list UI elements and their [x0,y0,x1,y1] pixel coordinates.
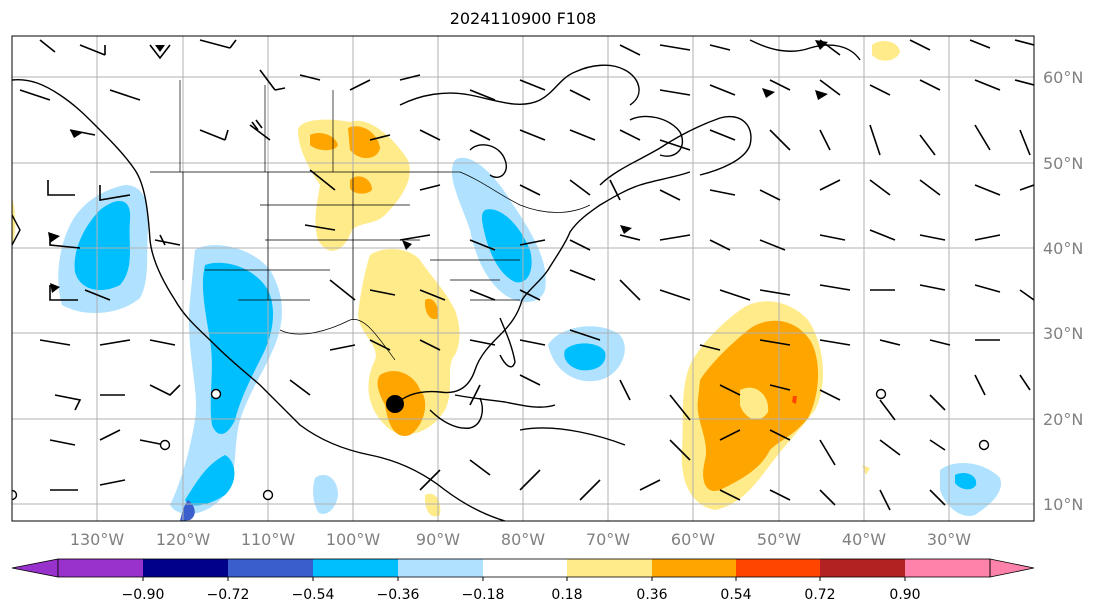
colorbar-segment [143,559,228,577]
colorbar-tick-label: 0.36 [636,587,667,603]
colorbar-tick-label: 0.54 [720,587,751,603]
colorbar-segment [567,559,652,577]
lat-tick-label: 20°N [1043,410,1083,429]
shade-orange [310,133,338,151]
lon-tick-label: 70°W [586,530,630,549]
colorbar-segment [820,559,905,577]
lon-tick-label: 120°W [156,530,211,549]
wind-barbs [19,39,1034,511]
shade-blue [564,343,606,371]
colorbar-tick-label: −0.36 [377,587,420,603]
lon-tick-label: 110°W [241,530,296,549]
shade-blue [481,209,532,283]
lon-tick-label: 40°W [842,530,886,549]
shade-yellow [424,493,441,517]
colorbar-tick-label: 0.90 [889,587,920,603]
colorbar-segment [483,559,567,577]
lat-tick-label: 10°N [1043,495,1083,514]
colorbar-segment [652,559,736,577]
lon-tick-label: 50°W [757,530,801,549]
shade-orange [350,176,372,194]
lon-tick-label: 130°W [70,530,125,549]
shade-orange [424,298,439,320]
lat-tick-label: 50°N [1043,154,1083,173]
lat-tick-label: 30°N [1043,324,1083,343]
lon-tick-label: 90°W [416,530,460,549]
shade-yellow [740,387,769,420]
shade-blue [202,262,274,435]
colorbar-segment [228,559,313,577]
colorbar-tick-label: −0.18 [462,587,505,603]
shade-yellow [12,198,16,247]
lon-tick-label: 30°W [927,530,971,549]
calm-circles [12,388,990,501]
colorbar-tick-label: −0.72 [207,587,250,603]
lat-tick-label: 60°N [1043,68,1083,87]
lon-tick-label: 60°W [671,530,715,549]
colorbar-extend-high [989,558,1035,578]
colorbar-extend-low [11,558,59,578]
colorbar-tick-label: −0.90 [122,587,165,603]
lat-tick-label: 40°N [1043,239,1083,258]
graticule [12,36,1034,521]
colorbar-segment [736,559,820,577]
shade-blue [955,473,977,490]
lon-tick-label: 100°W [326,530,381,549]
coastlines [12,39,861,521]
shade-blue [185,455,235,506]
colorbar-segment [905,559,990,577]
lat-labels: 60°N 50°N 40°N 30°N 20°N 10°N [1043,68,1083,514]
wind-flags [48,40,828,293]
colorbar-tick-label: 0.72 [804,587,835,603]
storm-center-marker [386,395,404,413]
colorbar-tick-label: −0.54 [292,587,335,603]
shade-orange [348,126,380,159]
colorbar-tick-label: 0.18 [551,587,582,603]
shade-red [792,396,797,404]
colorbar-segment [58,559,143,577]
shade-yellow [872,40,900,61]
map-title: 2024110900 F108 [449,9,597,28]
colorbar-segment [313,559,398,577]
shade-blue [74,200,131,291]
political-borders [150,80,591,361]
colorbar-segment [398,559,483,577]
shade-dark-blue [180,500,195,521]
map-frame [11,35,1035,522]
lon-labels: 130°W 120°W 110°W 100°W 90°W 80°W 70°W 6… [70,530,971,549]
lon-tick-label: 80°W [501,530,545,549]
colorbar: −0.90 −0.72 −0.54 −0.36 −0.18 0.18 0.36 … [11,558,1035,603]
